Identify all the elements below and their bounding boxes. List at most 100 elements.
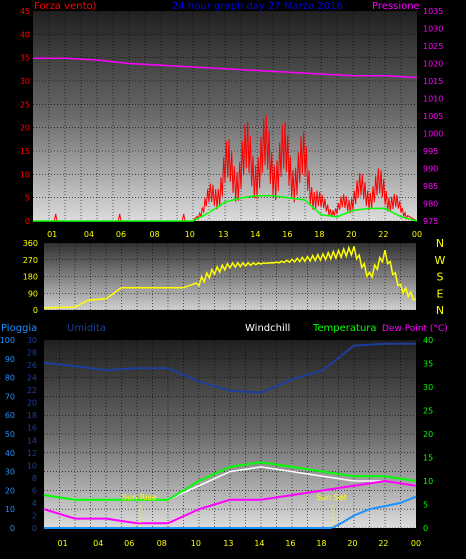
wind-axis-label: Forza vento): [34, 1, 97, 12]
direction-axis-ticks: 0 90 180 270 360: [23, 239, 38, 315]
sunset-label: Sun Set: [316, 493, 347, 502]
wind-tick-label: 30: [20, 77, 30, 86]
rain-tick-label: 30: [27, 336, 37, 345]
wind-tick-label: 5: [25, 194, 30, 203]
x-tick-label: 16: [285, 539, 295, 548]
x-tick-label: 00: [411, 539, 421, 548]
rain-tick-label: 2: [32, 511, 37, 520]
x-tick-label: 20: [347, 539, 357, 548]
wind-tick-label: 35: [20, 54, 30, 63]
x-tick-label: 00: [412, 230, 422, 239]
panel-temp-grid: [44, 339, 416, 529]
dewpoint-series: [43, 479, 417, 525]
temperature-tick-label: 5: [423, 501, 428, 510]
pressure-tick-label: 1015: [423, 77, 443, 86]
humidity-tick-label: 60: [5, 411, 15, 420]
rain-tick-label: 12: [27, 449, 37, 458]
temperature-tick-label: 10: [423, 477, 433, 486]
panel1-time-ticks: 01 04 06 08 10 13 14 16 18 20 22 00: [47, 230, 422, 239]
pressure-tick-label: 1025: [423, 42, 443, 51]
wind-tick-label: 15: [20, 147, 30, 156]
direction-tick-label: 180: [23, 273, 38, 282]
humidity-tick-label: 70: [5, 392, 15, 401]
humidity-tick-label: 100: [0, 336, 15, 345]
rain-tick-label: 20: [27, 399, 37, 408]
pressure-tick-label: 1030: [423, 25, 443, 34]
rain-tick-label: 10: [27, 461, 37, 470]
x-tick-label: 13: [218, 230, 228, 239]
x-tick-label: 10: [191, 539, 201, 548]
temperature-axis-ticks: 0 5 10 15 20 25 30 35 40: [423, 336, 433, 533]
rain-tick-label: 26: [27, 361, 37, 370]
wind-tick-label: 45: [20, 7, 30, 16]
compass-label: N: [436, 304, 444, 317]
humidity-tick-label: 0: [10, 524, 15, 533]
rain-tick-label: 24: [27, 374, 37, 383]
pressure-tick-label: 1035: [423, 7, 443, 16]
humidity-axis-ticks: 0 10 20 30 40 50 60 70 80 90 100: [0, 336, 15, 533]
pioggia-label: Pioggia: [1, 323, 37, 334]
x-tick-label: 04: [84, 230, 94, 239]
pressure-tick-label: 985: [423, 182, 438, 191]
wind-tick-label: 0: [25, 217, 30, 226]
direction-tick-label: 270: [23, 256, 38, 265]
panel3-time-ticks: 01 04 06 08 10 13 14 16 18 20 22 00: [58, 539, 422, 548]
x-tick-label: 01: [47, 230, 57, 239]
x-tick-label: 14: [254, 539, 264, 548]
pressure-tick-label: 1020: [423, 60, 443, 69]
x-tick-label: 08: [157, 539, 167, 548]
rain-tick-label: 18: [27, 411, 37, 420]
rain-tick-label: 22: [27, 386, 37, 395]
x-tick-label: 13: [223, 539, 233, 548]
wind-direction-series: [43, 245, 417, 309]
temperatura-label: Temperatura: [312, 323, 377, 334]
temperature-tick-label: 40: [423, 336, 433, 345]
wind-tick-label: 25: [20, 100, 30, 109]
x-tick-label: 18: [316, 539, 326, 548]
humidity-series: [43, 342, 416, 394]
compass-label: N: [436, 237, 444, 250]
temperature-tick-label: 15: [423, 454, 433, 463]
pressure-tick-label: 1005: [423, 112, 443, 121]
compass-label: S: [437, 271, 444, 284]
pressure-tick-label: 975: [423, 217, 438, 226]
x-tick-label: 22: [378, 539, 388, 548]
wind-tick-label: 40: [20, 30, 30, 39]
x-tick-label: 04: [93, 539, 103, 548]
sunrise-label: Sun Rise: [122, 493, 157, 502]
humidity-tick-label: 80: [5, 374, 15, 383]
pressure-tick-label: 990: [423, 165, 438, 174]
rain-tick-label: 28: [27, 349, 37, 358]
rain-tick-label: 16: [27, 424, 37, 433]
humidity-tick-label: 50: [5, 430, 15, 439]
humidity-tick-label: 10: [5, 505, 15, 514]
pressure-tick-label: 1000: [423, 130, 443, 139]
chart-title: 24 hour graph day 27 Marzo 2016: [172, 1, 343, 12]
panel-wind-grid: [33, 10, 417, 222]
direction-tick-label: 0: [33, 306, 38, 315]
rain-tick-label: 14: [27, 436, 37, 445]
rain-tick-label: 8: [32, 474, 37, 483]
dewpoint-label: Dew Point (°C): [382, 324, 448, 334]
x-tick-label: 20: [346, 230, 356, 239]
humidity-tick-label: 20: [5, 486, 15, 495]
umidita-label: Umidita: [67, 323, 106, 334]
rain-tick-label: 0: [32, 524, 37, 533]
panel-direction-grid: [44, 242, 416, 311]
x-tick-label: 08: [150, 230, 160, 239]
pressure-tick-label: 995: [423, 147, 438, 156]
humidity-tick-label: 90: [5, 355, 15, 364]
windchill-label: Windchill: [245, 323, 290, 334]
humidity-tick-label: 40: [5, 449, 15, 458]
humidity-tick-label: 30: [5, 468, 15, 477]
x-tick-label: 18: [314, 230, 324, 239]
x-tick-label: 14: [250, 230, 260, 239]
temperature-series: [43, 461, 417, 501]
temperature-tick-label: 30: [423, 383, 433, 392]
rain-tick-label: 6: [32, 486, 37, 495]
x-tick-label: 01: [58, 539, 68, 548]
rain-tick-label: 4: [32, 499, 37, 508]
